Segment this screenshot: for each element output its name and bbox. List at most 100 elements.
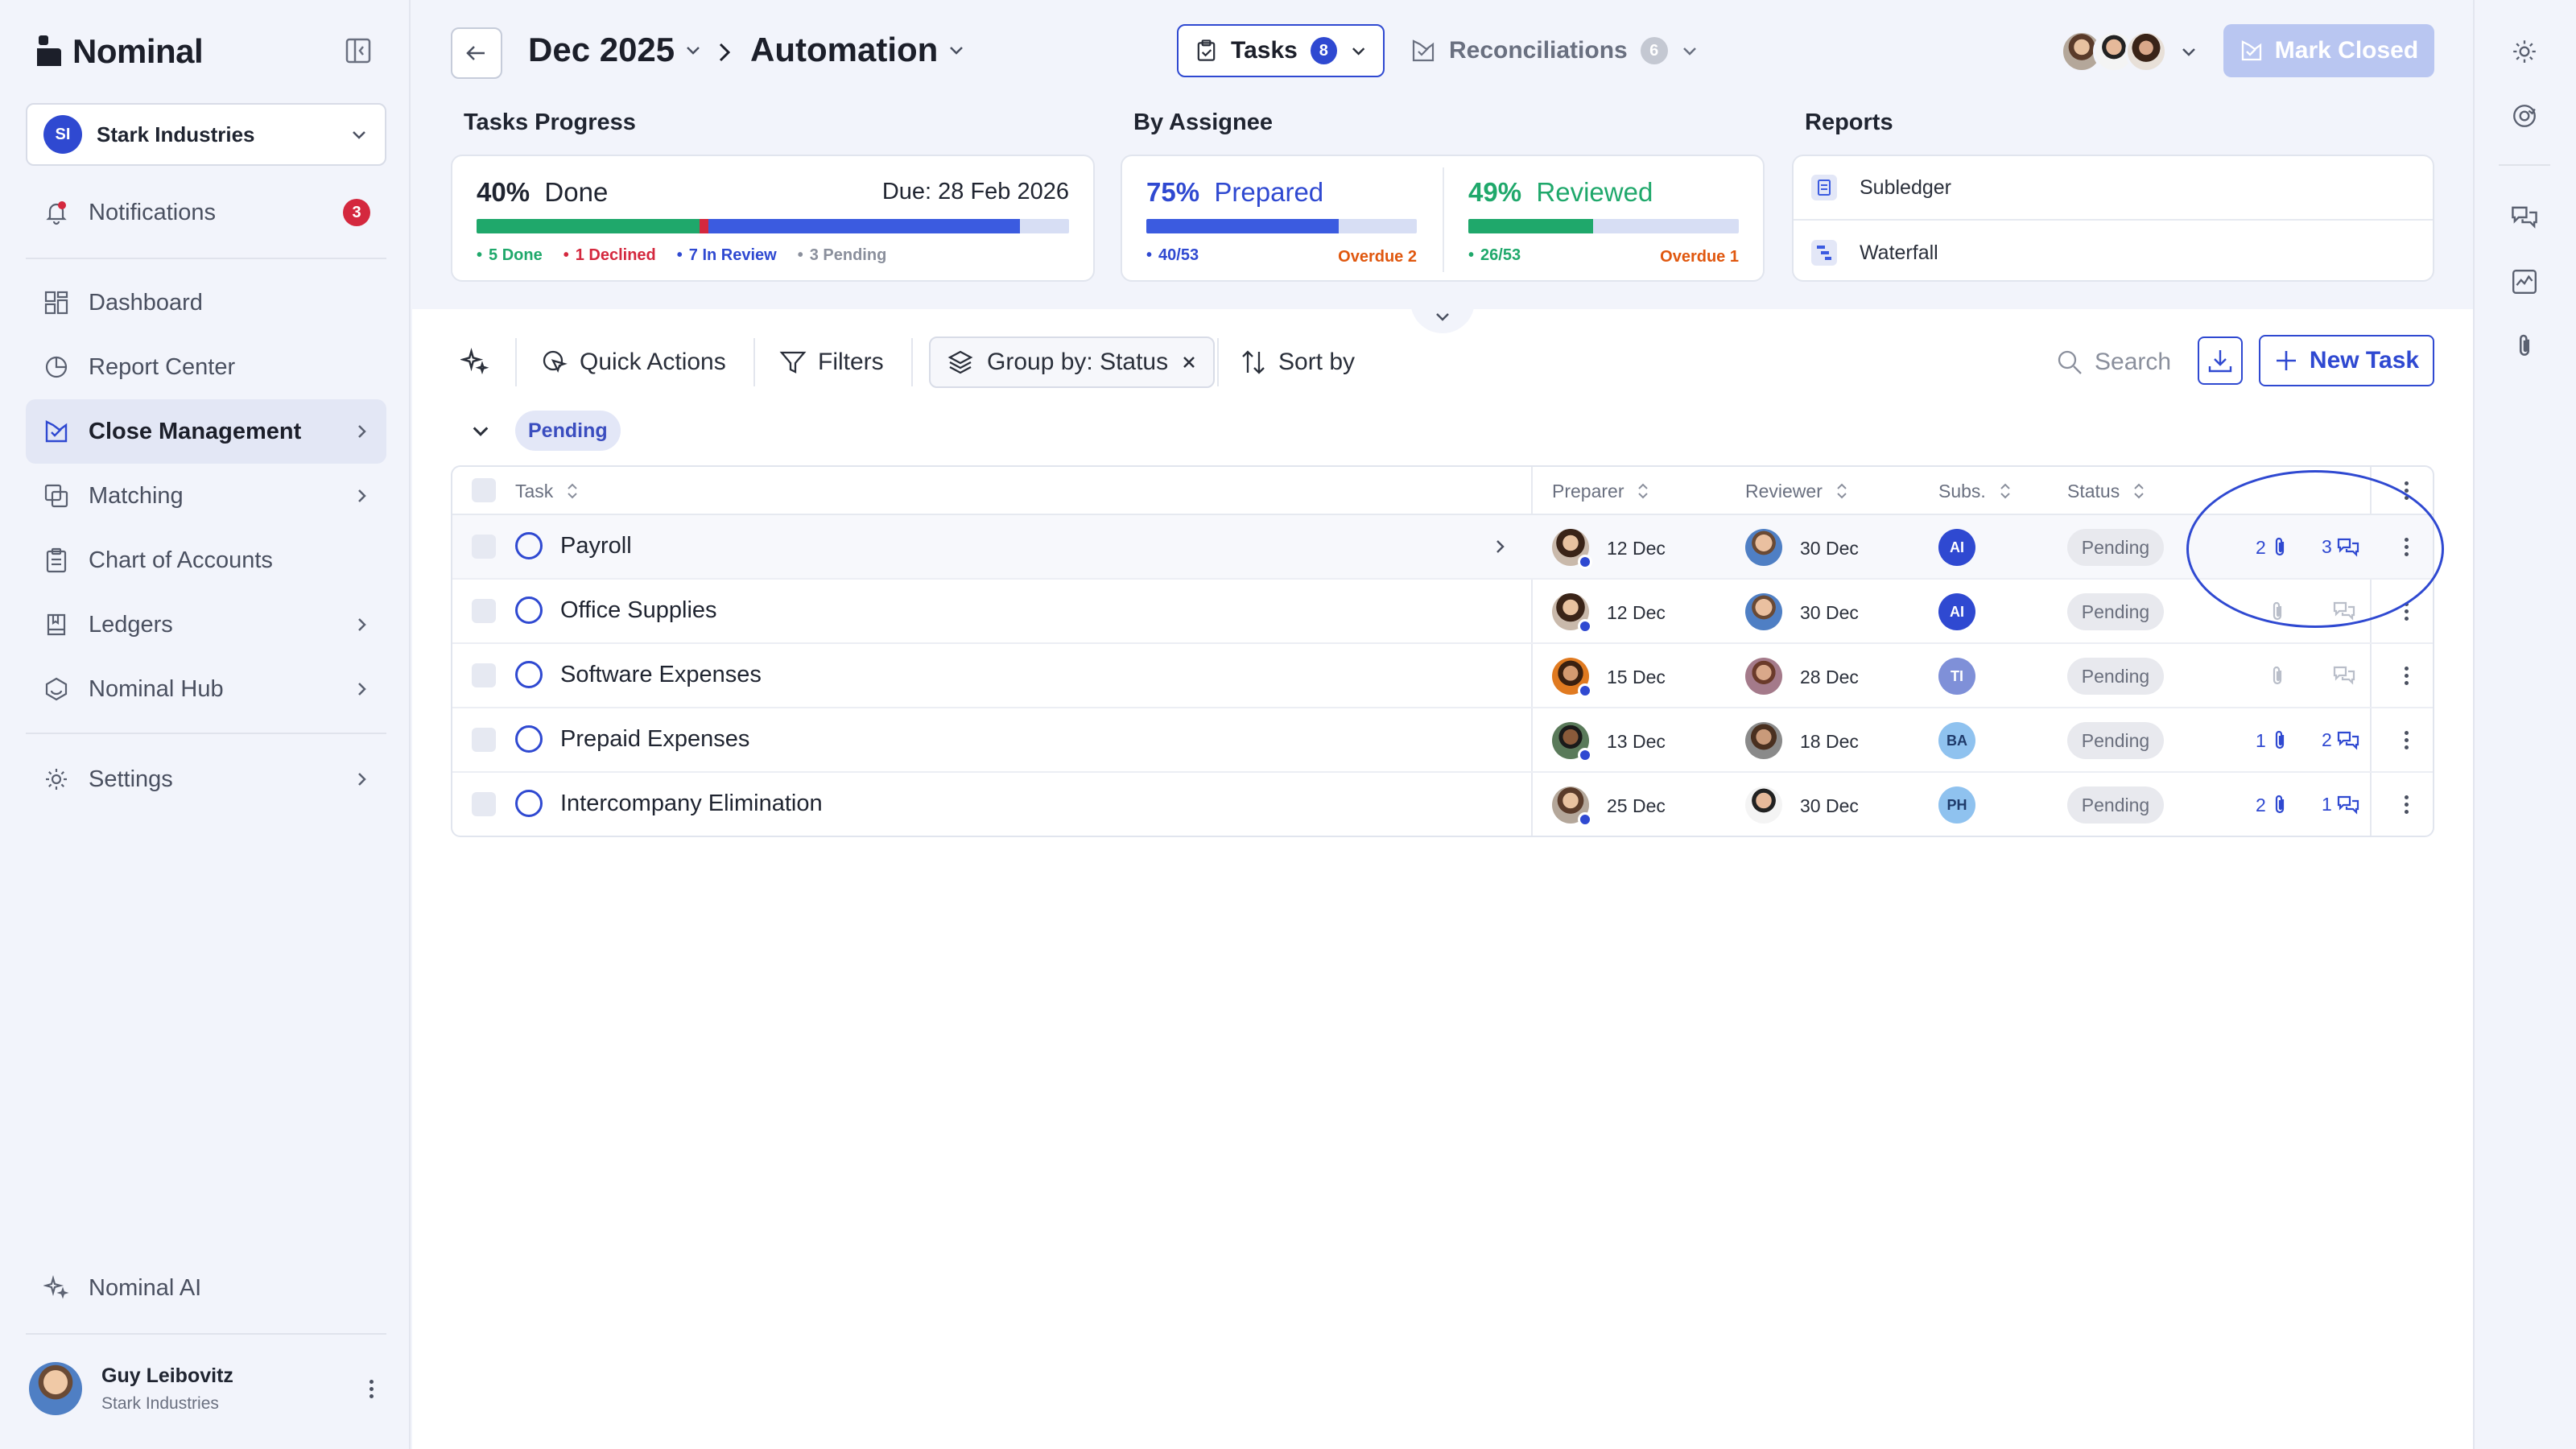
nav-dashboard[interactable]: Dashboard <box>26 270 386 335</box>
table-row[interactable]: Office Supplies 12 Dec 30 Dec AI Pending <box>452 580 2433 644</box>
avatar <box>2125 31 2167 72</box>
period-selector[interactable]: Dec 2025 <box>528 31 702 69</box>
back-button[interactable] <box>451 27 502 79</box>
task-name[interactable]: Office Supplies <box>560 597 717 623</box>
quick-actions-button[interactable]: Quick Actions <box>541 336 726 388</box>
gear-icon[interactable] <box>2508 35 2541 68</box>
comments-count[interactable]: 1 <box>2322 794 2359 815</box>
nav-close-management[interactable]: Close Management <box>26 399 386 464</box>
nav-chart-of-accounts[interactable]: Chart of Accounts <box>26 528 386 592</box>
nav-nominal-hub[interactable]: Nominal Hub <box>26 657 386 721</box>
group-label-pending: Pending <box>515 411 621 451</box>
attachments-count[interactable]: 2 <box>2256 794 2289 816</box>
report-subledger[interactable]: Subledger <box>1794 156 2433 221</box>
tasks-progress-card[interactable]: 40% Done Due: 28 Feb 2026 5 Done 1 Decli… <box>451 155 1095 282</box>
sort-chevrons-icon <box>2000 483 2010 499</box>
table-row[interactable]: Intercompany Elimination 25 Dec 30 Dec P… <box>452 773 2433 836</box>
group-collapse-chevron-icon[interactable] <box>470 420 491 445</box>
by-assignee-card[interactable]: 75% Prepared 40/53 2 Overdue 49% Reviewe… <box>1121 155 1765 282</box>
preparer-avatar[interactable] <box>1552 658 1592 698</box>
row-checkbox[interactable] <box>472 535 496 559</box>
row-menu-icon[interactable] <box>2394 667 2418 685</box>
task-status-circle-icon[interactable] <box>515 597 543 624</box>
task-name[interactable]: Prepaid Expenses <box>560 726 750 752</box>
table-row[interactable]: Payroll 12 Dec 30 Dec AI Pending 2 3 <box>452 515 2433 580</box>
task-status-circle-icon[interactable] <box>515 790 543 817</box>
nav-ledgers[interactable]: Ledgers <box>26 592 386 657</box>
activity-chart-icon[interactable] <box>2508 266 2541 298</box>
column-divider <box>1531 467 1533 836</box>
user-profile[interactable]: Guy Leibovitz Stark Industries <box>29 1362 383 1415</box>
column-header-reviewer[interactable]: Reviewer <box>1745 467 1850 515</box>
close-period-icon <box>2241 40 2261 61</box>
nav-report-center[interactable]: Report Center <box>26 335 386 399</box>
team-avatars[interactable] <box>2061 31 2198 72</box>
select-all-checkbox[interactable] <box>472 478 496 502</box>
comments-count[interactable] <box>2333 665 2355 686</box>
attachments-count[interactable]: 1 <box>2256 729 2289 752</box>
table-row[interactable]: Software Expenses 15 Dec 28 Dec TI Pendi… <box>452 644 2433 708</box>
row-menu-icon[interactable] <box>2394 795 2418 814</box>
status-badge[interactable]: Pending <box>2067 593 2164 630</box>
chat-bubbles-icon[interactable] <box>2508 201 2541 233</box>
filters-button[interactable]: Filters <box>779 336 884 388</box>
comments-count[interactable]: 2 <box>2322 729 2359 751</box>
status-badge[interactable]: Pending <box>2067 658 2164 695</box>
mark-closed-button[interactable]: Mark Closed <box>2223 24 2434 77</box>
attachments-count[interactable] <box>2268 665 2286 687</box>
preparer-avatar[interactable] <box>1552 722 1592 762</box>
row-checkbox[interactable] <box>472 728 496 752</box>
nav-notifications[interactable]: Notifications 3 <box>26 180 386 245</box>
column-header-preparer[interactable]: Preparer <box>1552 467 1651 515</box>
workspace-selector[interactable]: Automation <box>750 31 965 69</box>
user-menu-icon[interactable] <box>359 1379 383 1398</box>
preparer-avatar[interactable] <box>1552 786 1592 827</box>
app-logo[interactable]: Nominal <box>35 32 204 71</box>
table-row[interactable]: Prepaid Expenses 13 Dec 18 Dec BA Pendin… <box>452 708 2433 773</box>
task-status-circle-icon[interactable] <box>515 661 543 688</box>
status-badge[interactable]: Pending <box>2067 722 2164 759</box>
status-badge[interactable]: Pending <box>2067 529 2164 566</box>
reviewer-avatar[interactable] <box>1745 658 1782 695</box>
reviewer-avatar[interactable] <box>1745 529 1782 566</box>
group-by-chip[interactable]: Group by: Status <box>929 336 1216 388</box>
tab-tasks[interactable]: Tasks 8 <box>1177 24 1385 77</box>
download-button[interactable] <box>2198 336 2243 385</box>
column-header-subs[interactable]: Subs. <box>1938 467 2013 515</box>
reviewer-avatar[interactable] <box>1745 786 1782 824</box>
nav-nominal-ai[interactable]: Nominal AI <box>26 1256 386 1320</box>
chevron-right-icon[interactable] <box>1491 538 1509 555</box>
column-header-task[interactable]: Task <box>515 467 580 515</box>
reviewer-avatar[interactable] <box>1745 722 1782 759</box>
collapse-sidebar-icon[interactable] <box>345 37 372 64</box>
report-waterfall[interactable]: Waterfall <box>1794 221 2433 280</box>
ai-actions-button[interactable] <box>460 336 489 388</box>
row-checkbox[interactable] <box>472 663 496 687</box>
preparer-avatar[interactable] <box>1552 593 1592 634</box>
task-name[interactable]: Software Expenses <box>560 662 762 687</box>
task-status-circle-icon[interactable] <box>515 725 543 753</box>
nav-matching[interactable]: Matching <box>26 464 386 528</box>
close-icon[interactable] <box>1181 354 1197 370</box>
search-input[interactable]: Search <box>2056 336 2171 388</box>
automation-icon[interactable] <box>2508 100 2541 132</box>
reviewer-avatar[interactable] <box>1745 593 1782 630</box>
new-task-button[interactable]: New Task <box>2259 335 2434 386</box>
tab-reconciliations[interactable]: Reconciliations 6 <box>1410 24 1699 77</box>
filters-label: Filters <box>818 349 884 375</box>
task-status-circle-icon[interactable] <box>515 532 543 559</box>
task-name[interactable]: Payroll <box>560 533 632 559</box>
preparer-avatar[interactable] <box>1552 529 1592 569</box>
paperclip-icon[interactable] <box>2508 330 2541 362</box>
status-badge[interactable]: Pending <box>2067 786 2164 824</box>
task-name[interactable]: Intercompany Elimination <box>560 791 823 816</box>
row-checkbox[interactable] <box>472 792 496 816</box>
org-switcher[interactable]: SI Stark Industries <box>26 103 386 166</box>
row-menu-icon[interactable] <box>2394 731 2418 749</box>
nav-settings[interactable]: Settings <box>26 747 386 811</box>
report-label: Subledger <box>1860 175 1951 199</box>
column-header-status[interactable]: Status <box>2067 467 2147 515</box>
group-by-label: Group by: Status <box>987 349 1169 375</box>
sort-by-button[interactable]: Sort by <box>1240 336 1355 388</box>
row-checkbox[interactable] <box>472 599 496 623</box>
